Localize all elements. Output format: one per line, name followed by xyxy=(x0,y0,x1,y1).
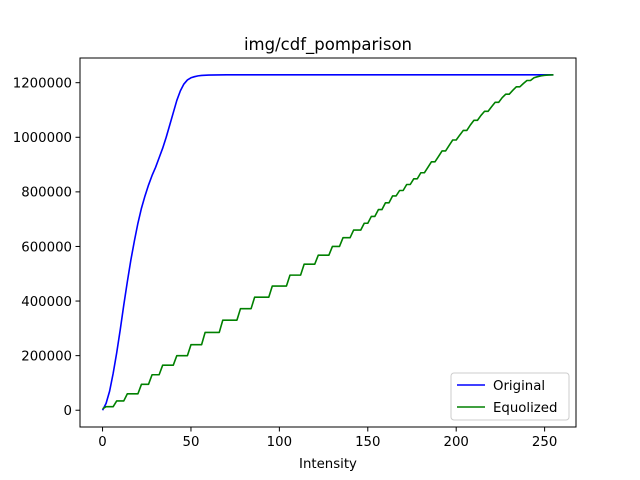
legend: Original Equolized xyxy=(450,372,570,421)
plot-frame xyxy=(79,57,577,428)
series-layer xyxy=(101,73,554,411)
y-tick-label: 0 xyxy=(64,404,72,419)
y-tick-label: 1200000 xyxy=(13,76,72,91)
x-axis-label: Intensity xyxy=(299,457,357,472)
y-tick-label: 400000 xyxy=(21,295,72,310)
y-axis-ticks: 0 200000 400000 600000 800000 1000000 1200000 xyxy=(13,76,80,419)
x-tick-label: 200 xyxy=(444,435,469,450)
x-tick-label: 250 xyxy=(532,435,557,450)
y-tick-label: 200000 xyxy=(21,349,72,364)
series-line-equolized xyxy=(102,73,554,410)
chart-title: img/cdf_pomparison xyxy=(244,35,412,55)
legend-label: Original xyxy=(493,379,545,394)
series-line-original xyxy=(101,73,554,411)
x-axis-ticks: 0 50 100 150 200 250 xyxy=(98,427,557,450)
x-tick-label: 0 xyxy=(98,435,106,450)
x-tick-label: 50 xyxy=(182,435,199,450)
y-tick-label: 1000000 xyxy=(13,131,72,146)
legend-label: Equolized xyxy=(493,401,557,416)
y-tick-label: 600000 xyxy=(21,240,72,255)
x-tick-label: 150 xyxy=(355,435,380,450)
x-tick-label: 100 xyxy=(267,435,292,450)
y-tick-label: 800000 xyxy=(21,186,72,201)
